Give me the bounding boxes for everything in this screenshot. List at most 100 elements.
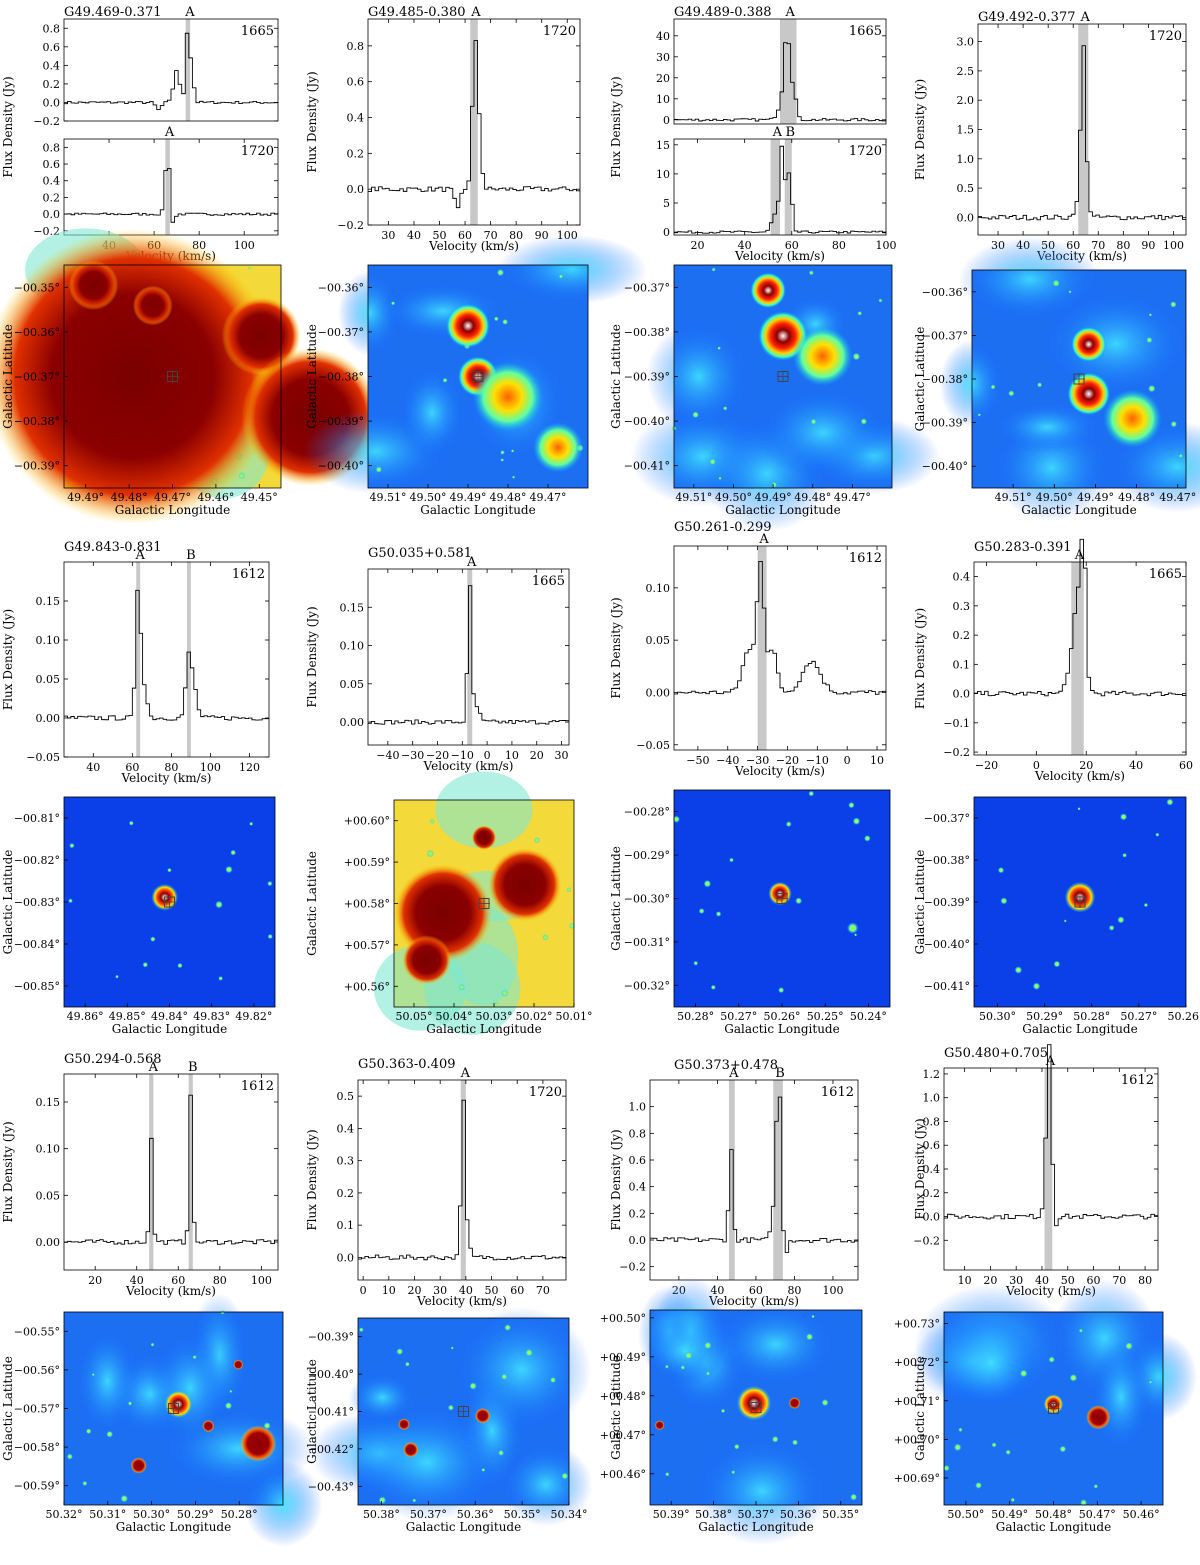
emission-region bbox=[202, 1420, 215, 1433]
x-tick-label: −50 bbox=[686, 754, 709, 767]
point-source bbox=[975, 1481, 983, 1489]
x-axis-label: Galactic Longitude bbox=[996, 1520, 1111, 1534]
y-tick-label: 0.3 bbox=[337, 1155, 355, 1168]
component-label: B bbox=[785, 125, 795, 140]
plot-frame bbox=[63, 18, 279, 122]
spectrum-figure: A −0.05 0.00 0.05 0.10 −50 −40 −30 −20 −10 0 10 1612… bbox=[609, 532, 887, 778]
spectrum-panel: A B 0.00 0.05 0.10 0.15 20 40 60 80 100 1612 Velocit… bbox=[36, 1060, 279, 1298]
emission-region bbox=[398, 1418, 410, 1431]
y-axis-label: Flux Density (Jy) bbox=[609, 1129, 623, 1230]
y-tick-label: −00.55° bbox=[14, 1325, 60, 1338]
point-source bbox=[1108, 924, 1115, 931]
y-tick-label: −00.83° bbox=[14, 896, 60, 909]
y-tick-label: −00.40° bbox=[318, 460, 364, 473]
y-tick-label: 0.00 bbox=[340, 716, 365, 729]
x-tick-label: −30 bbox=[746, 754, 769, 767]
point-source bbox=[429, 818, 435, 824]
emission-region bbox=[1069, 1373, 1078, 1382]
point-source bbox=[852, 817, 861, 826]
x-tick-label: 60 bbox=[171, 1274, 185, 1287]
y-tick-label: −0.2 bbox=[337, 219, 364, 232]
y-tick-label: 0.5 bbox=[337, 1090, 355, 1103]
emission-region bbox=[1019, 1369, 1028, 1378]
x-axis-label: Velocity (km/s) bbox=[423, 759, 514, 773]
point-source bbox=[442, 377, 448, 383]
point-source bbox=[91, 1373, 95, 1377]
point-source bbox=[731, 1470, 736, 1475]
y-tick-label: +00.58° bbox=[344, 898, 390, 911]
y-tick-label: −00.41° bbox=[308, 1406, 354, 1419]
x-tick-label: 80 bbox=[1116, 239, 1130, 252]
x-axis-label: Velocity (km/s) bbox=[734, 249, 825, 263]
y-tick-label: 0.10 bbox=[340, 640, 365, 653]
component-band bbox=[136, 562, 141, 757]
sky-image: 49.51° 49.50° 49.49° 49.48° 49.47° −00.37° −00… bbox=[609, 264, 940, 532]
x-tick-label: 70 bbox=[1091, 239, 1105, 252]
x-tick-label: 49.47° bbox=[1159, 491, 1196, 504]
point-source bbox=[857, 310, 863, 316]
component-band bbox=[1071, 562, 1084, 755]
point-source bbox=[684, 1351, 693, 1360]
x-tick-label: 50.26° bbox=[1168, 1010, 1200, 1023]
transition-label: 1612 bbox=[1121, 1073, 1154, 1088]
x-tick-label: 50.28° bbox=[1073, 1010, 1110, 1023]
y-tick-label: +00.46° bbox=[600, 1468, 646, 1481]
y-tick-label: −00.81° bbox=[14, 812, 60, 825]
x-axis-label: Galactic Longitude bbox=[725, 503, 840, 517]
x-tick-label: 40 bbox=[738, 239, 752, 252]
point-source bbox=[720, 1408, 726, 1414]
point-source bbox=[791, 1439, 799, 1446]
x-axis-label: Galactic Longitude bbox=[1021, 503, 1136, 517]
y-tick-label: 0 bbox=[663, 226, 670, 239]
point-source bbox=[426, 849, 435, 858]
point-source bbox=[1178, 453, 1183, 458]
emission-region bbox=[469, 1382, 477, 1390]
component-band bbox=[780, 19, 797, 124]
y-tick-label: 0.6 bbox=[43, 41, 61, 54]
point-source bbox=[1000, 897, 1008, 905]
x-tick-label: 49.49° bbox=[755, 491, 792, 504]
spectrum-trace bbox=[64, 168, 279, 223]
point-source bbox=[511, 475, 516, 479]
emission-region bbox=[403, 1442, 419, 1458]
spectrum-panel: A 0.00 0.05 0.10 0.15 −40 −30 −20 −10 0 10 20 30 1665… bbox=[340, 555, 570, 773]
spectrum-figure: AB−0.20.00.20.40.60.81.0204060801001612V… bbox=[609, 1066, 859, 1308]
y-tick-label: −00.59° bbox=[14, 1480, 60, 1493]
x-axis-label: Velocity (km/s) bbox=[121, 771, 212, 785]
y-tick-label: −00.39° bbox=[318, 415, 364, 428]
x-tick-label: 49.83° bbox=[193, 1010, 230, 1023]
x-tick-label: 50.24° bbox=[850, 1010, 887, 1023]
point-source bbox=[1122, 852, 1127, 858]
y-axis-label: Flux Density (Jy) bbox=[609, 76, 623, 177]
point-source bbox=[1166, 798, 1174, 806]
point-source bbox=[358, 1327, 364, 1333]
transition-label: 1665 bbox=[849, 24, 882, 39]
x-tick-label: 50.27° bbox=[720, 1010, 757, 1023]
y-tick-label: −00.39° bbox=[308, 1331, 354, 1344]
transition-label: 1720 bbox=[1149, 29, 1182, 44]
x-tick-label: 49.50° bbox=[410, 491, 447, 504]
point-source bbox=[267, 933, 273, 940]
component-band bbox=[1044, 1068, 1053, 1270]
point-source bbox=[705, 1371, 710, 1376]
y-tick-label: −00.41° bbox=[624, 460, 670, 473]
point-source bbox=[525, 1348, 533, 1357]
point-source bbox=[698, 908, 705, 915]
y-tick-label: 0.0 bbox=[629, 1234, 647, 1247]
component-band bbox=[467, 569, 473, 745]
y-tick-label: −0.2 bbox=[33, 115, 60, 128]
y-tick-label: −0.05 bbox=[636, 739, 670, 752]
spectrum-panel: AB−0.20.00.20.40.60.81.0204060801001612V… bbox=[619, 1066, 859, 1308]
y-tick-label: −00.43° bbox=[308, 1480, 354, 1493]
point-source bbox=[404, 1361, 410, 1367]
y-tick-label: 0.4 bbox=[629, 1181, 647, 1194]
x-tick-label: 50.50° bbox=[947, 1508, 984, 1521]
x-axis-label: Galactic Longitude bbox=[406, 1520, 521, 1534]
x-tick-label: 50.36° bbox=[780, 1508, 817, 1521]
x-tick-label: 50.04° bbox=[436, 1010, 473, 1023]
point-source bbox=[497, 1449, 505, 1456]
y-tick-label: 0.0 bbox=[43, 96, 61, 109]
component-band bbox=[165, 139, 170, 235]
spectrum-figure: A B −0.05 0.00 0.05 0.10 0.15 40 60 80 100 120 1612 V… bbox=[1, 548, 270, 785]
